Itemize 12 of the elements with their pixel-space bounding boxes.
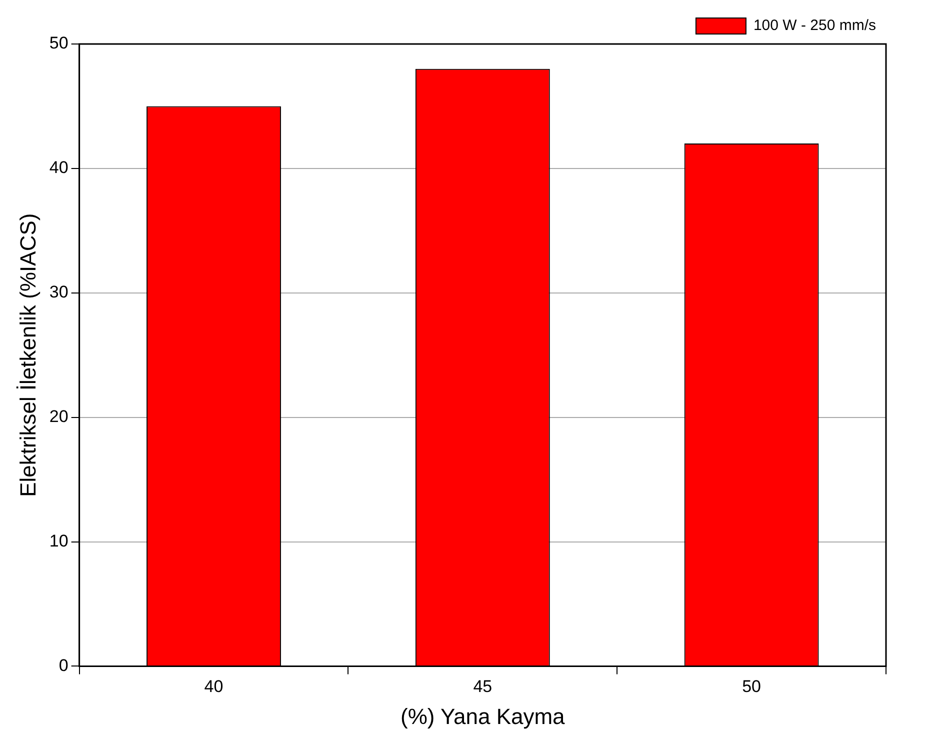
x-tick-label: 50 [742, 677, 762, 696]
y-tick-label: 0 [58, 656, 68, 675]
x-tick-label: 40 [204, 677, 224, 696]
y-tick-label: 50 [49, 34, 68, 53]
legend-label: 100 W - 250 mm/s [753, 17, 876, 34]
y-tick-label: 40 [49, 158, 68, 178]
y-tick-label: 10 [49, 531, 68, 550]
x-tick-label: 45 [473, 677, 492, 696]
y-axis-title: Elektriksel İletkenlik (%IACS) [15, 213, 40, 497]
x-axis-title: (%) Yana Kayma [400, 704, 566, 729]
y-tick-label: 20 [49, 407, 68, 426]
y-tick-label: 30 [49, 282, 68, 302]
